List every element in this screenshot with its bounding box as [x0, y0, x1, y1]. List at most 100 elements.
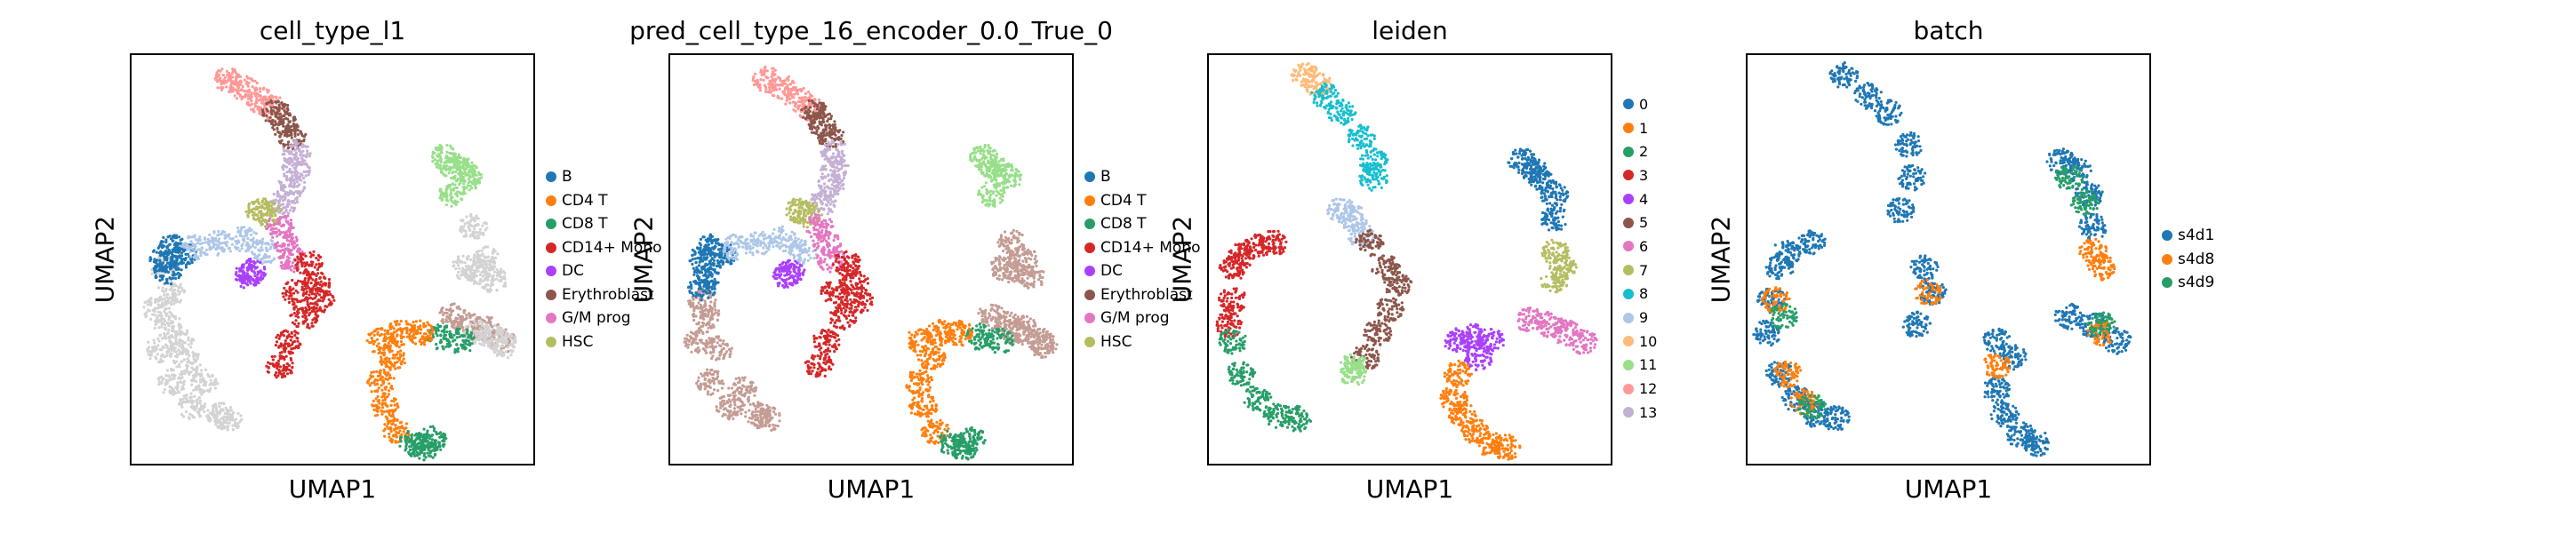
cell-point	[376, 394, 380, 398]
cell-point	[169, 353, 172, 356]
cell-point	[261, 237, 265, 241]
cell-point	[297, 322, 300, 325]
cell-point	[246, 283, 250, 287]
cell-point	[443, 164, 446, 168]
cell-point	[472, 260, 476, 264]
cell-point	[156, 337, 160, 340]
cell-point	[477, 265, 481, 268]
cell-point	[267, 201, 270, 204]
cell-point	[383, 427, 387, 431]
cell-point	[225, 73, 229, 76]
cell-point	[218, 237, 221, 241]
cell-point	[399, 349, 403, 353]
cell-point	[316, 303, 319, 306]
cell-point	[375, 407, 379, 411]
cell-point	[503, 282, 507, 286]
cell-point	[250, 77, 253, 81]
cell-point	[161, 360, 164, 363]
cell-point	[248, 280, 252, 283]
cell-point	[181, 386, 185, 390]
cell-point	[459, 192, 462, 195]
cell-point	[245, 259, 249, 263]
cell-point	[305, 163, 308, 167]
cell-point	[442, 172, 445, 176]
cell-point	[177, 322, 180, 326]
cell-point	[276, 359, 280, 362]
cell-point	[253, 105, 258, 108]
cell-point	[226, 427, 229, 431]
cell-point	[161, 301, 164, 305]
cell-point	[217, 421, 221, 425]
cell-point	[451, 171, 454, 175]
cell-point	[253, 246, 257, 250]
cell-point	[246, 236, 250, 241]
cell-point	[469, 332, 473, 336]
cell-point	[284, 374, 287, 378]
cell-point	[456, 331, 460, 336]
cell-point	[212, 230, 216, 234]
cell-point	[236, 81, 241, 84]
cell-point	[204, 241, 207, 244]
cell-point	[203, 410, 206, 413]
cell-point	[450, 159, 453, 163]
cell-point	[185, 331, 188, 335]
cell-point	[474, 280, 477, 284]
cell-point	[313, 296, 316, 300]
cell-point	[411, 324, 414, 328]
cluster-points	[268, 139, 312, 216]
cell-point	[296, 125, 300, 129]
cell-point	[395, 322, 398, 325]
cell-point	[177, 235, 181, 239]
cell-point	[185, 370, 188, 373]
cell-point	[388, 376, 391, 379]
cell-point	[384, 365, 388, 369]
cell-point	[452, 322, 455, 325]
cell-point	[497, 332, 500, 336]
cell-point	[180, 259, 184, 263]
cell-point	[297, 249, 300, 252]
cell-point	[460, 174, 463, 179]
cell-point	[221, 402, 225, 405]
cell-point	[412, 340, 415, 344]
cell-point	[500, 345, 504, 348]
cell-point	[212, 410, 215, 414]
cell-point	[438, 187, 442, 191]
cell-point	[305, 274, 308, 277]
cell-point	[460, 269, 464, 273]
cell-point	[404, 320, 408, 323]
cell-point	[280, 260, 284, 265]
cell-point	[249, 258, 252, 261]
cell-point	[379, 346, 383, 350]
cell-point	[149, 303, 153, 307]
cell-point	[304, 174, 308, 178]
cell-point	[249, 233, 253, 236]
cell-point	[283, 350, 287, 354]
cell-point	[500, 354, 504, 358]
cell-point	[151, 348, 155, 352]
cell-point	[265, 211, 268, 215]
cell-point	[169, 392, 172, 395]
cell-point	[378, 348, 381, 352]
cell-point	[238, 94, 242, 98]
cell-point	[460, 344, 463, 347]
cell-point	[179, 399, 183, 402]
cell-point	[252, 277, 255, 281]
cell-point	[267, 361, 270, 364]
cell-point	[300, 163, 303, 167]
cell-point	[467, 336, 470, 339]
cell-point	[254, 232, 258, 235]
cell-point	[487, 272, 491, 275]
cell-point	[164, 270, 168, 274]
cell-point	[418, 325, 421, 329]
cell-point	[382, 348, 386, 352]
cell-point	[445, 159, 449, 163]
cell-point	[399, 319, 403, 323]
cell-point	[502, 276, 506, 280]
cell-point	[191, 242, 195, 245]
cell-point	[162, 253, 165, 257]
cell-point	[257, 271, 260, 274]
cell-point	[373, 339, 377, 343]
cell-point	[468, 234, 472, 237]
cell-point	[306, 152, 309, 155]
cell-point	[414, 320, 418, 323]
